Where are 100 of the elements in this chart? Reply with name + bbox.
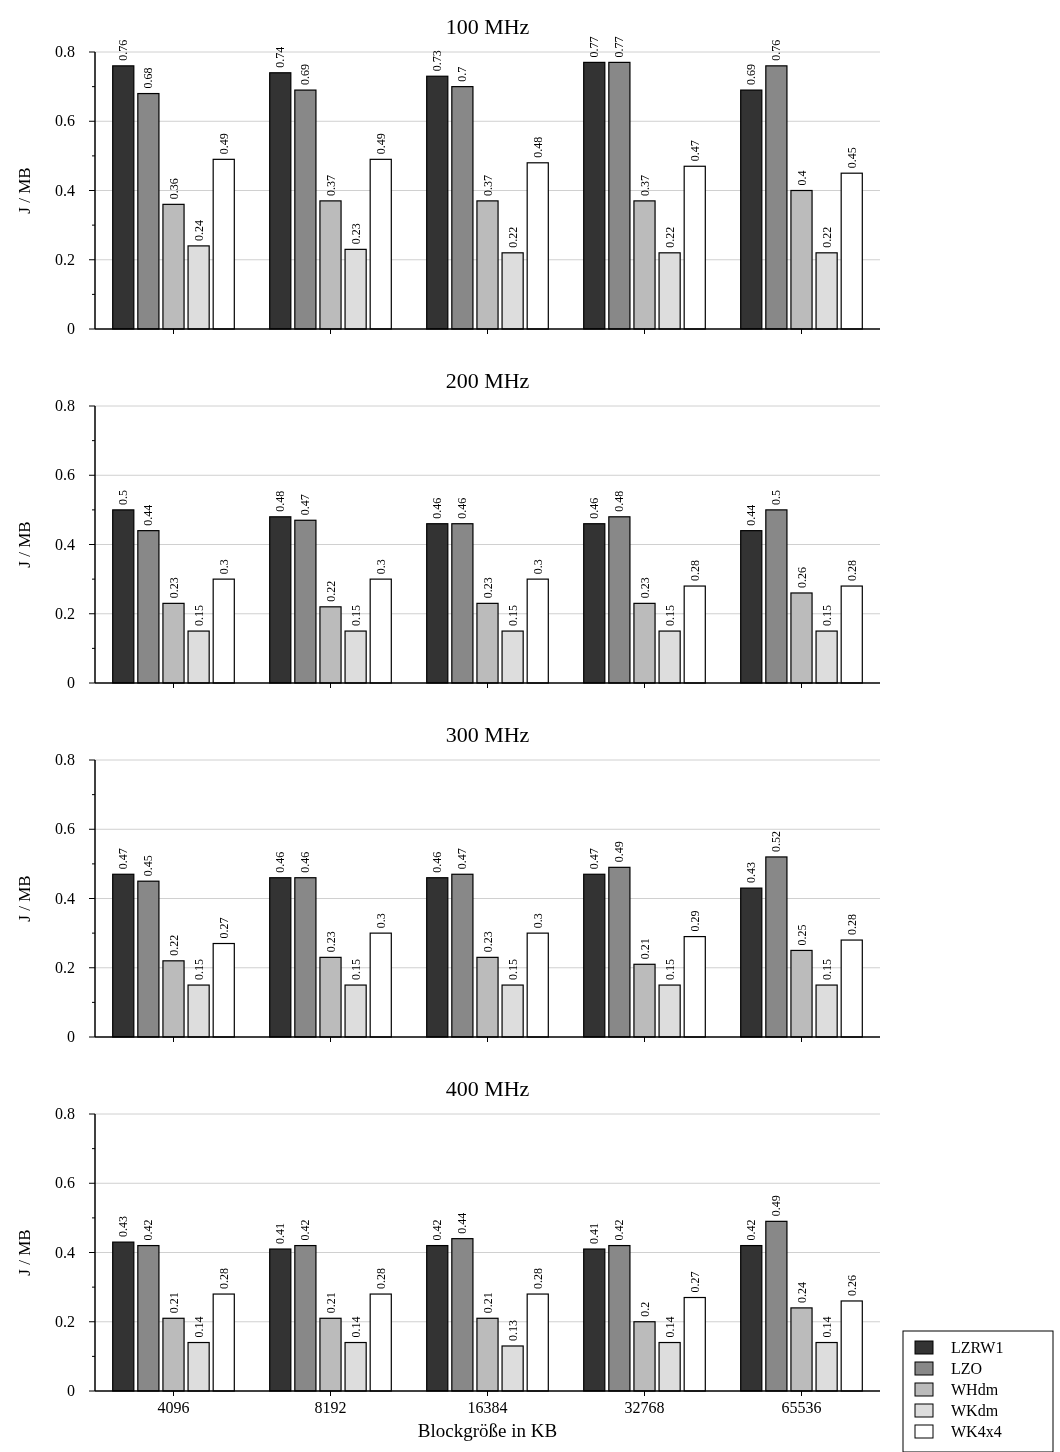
y-axis-title: J / MB bbox=[15, 521, 34, 568]
data-label: 0.24 bbox=[191, 219, 206, 241]
data-label: 0.14 bbox=[662, 1316, 677, 1338]
data-label: 0.23 bbox=[480, 931, 495, 953]
data-label: 0.44 bbox=[141, 504, 156, 526]
data-label: 0.46 bbox=[430, 851, 445, 873]
chart-title: 400 MHz bbox=[445, 1076, 530, 1101]
data-label: 0.77 bbox=[587, 36, 602, 58]
data-label: 0.37 bbox=[637, 174, 652, 196]
data-label: 0.5 bbox=[116, 489, 131, 505]
y-tick-label: 0.4 bbox=[55, 889, 75, 907]
data-label: 0.46 bbox=[298, 851, 313, 873]
data-label: 0.27 bbox=[216, 917, 231, 939]
data-label: 0.52 bbox=[769, 830, 784, 852]
data-label: 0.74 bbox=[273, 46, 288, 68]
data-label: 0.44 bbox=[455, 1212, 470, 1234]
data-label: 0.15 bbox=[348, 959, 363, 981]
data-label: 0.37 bbox=[323, 174, 338, 196]
data-label: 0.22 bbox=[505, 226, 520, 248]
data-label: 0.28 bbox=[844, 914, 859, 936]
y-tick-label: 0.4 bbox=[55, 1243, 75, 1261]
data-label: 0.7 bbox=[455, 66, 470, 82]
data-label: 0.49 bbox=[373, 133, 388, 155]
data-label: 0.42 bbox=[612, 1219, 627, 1241]
x-tick-label: 65536 bbox=[781, 1399, 822, 1416]
data-label: 0.15 bbox=[819, 959, 834, 981]
y-tick-label: 0.6 bbox=[55, 112, 75, 130]
data-label: 0.43 bbox=[116, 1216, 131, 1238]
data-label: 0.47 bbox=[455, 848, 470, 870]
data-label: 0.27 bbox=[687, 1271, 702, 1293]
data-label: 0.46 bbox=[587, 497, 602, 519]
data-label: 0.15 bbox=[191, 959, 206, 981]
data-label: 0.73 bbox=[430, 50, 445, 72]
data-label: 0.28 bbox=[844, 560, 859, 582]
data-label: 0.46 bbox=[455, 497, 470, 519]
chart-title: 100 MHz bbox=[445, 14, 530, 39]
data-label: 0.3 bbox=[373, 559, 388, 575]
data-label: 0.3 bbox=[373, 913, 388, 929]
data-label: 0.21 bbox=[480, 1292, 495, 1314]
data-label: 0.42 bbox=[141, 1219, 156, 1241]
data-label: 0.13 bbox=[505, 1319, 520, 1341]
data-label: 0.28 bbox=[687, 560, 702, 582]
data-label: 0.69 bbox=[744, 64, 759, 86]
data-label: 0.23 bbox=[480, 577, 495, 599]
data-label: 0.5 bbox=[769, 489, 784, 505]
data-label: 0.23 bbox=[637, 577, 652, 599]
data-label: 0.45 bbox=[844, 147, 859, 169]
y-tick-label: 0.6 bbox=[55, 466, 75, 484]
data-label: 0.22 bbox=[819, 226, 834, 248]
x-tick-label: 4096 bbox=[157, 1399, 190, 1416]
data-label: 0.3 bbox=[530, 913, 545, 929]
data-label: 0.37 bbox=[480, 174, 495, 196]
legend-label: LZRW1 bbox=[951, 1339, 1004, 1356]
x-tick-label: 32768 bbox=[624, 1399, 665, 1416]
data-label: 0.15 bbox=[662, 605, 677, 627]
x-tick-label: 16384 bbox=[467, 1399, 508, 1416]
data-label: 0.41 bbox=[273, 1223, 288, 1245]
data-label: 0.14 bbox=[819, 1316, 834, 1338]
data-label: 0.68 bbox=[141, 67, 156, 89]
y-tick-label: 0.6 bbox=[55, 820, 75, 838]
data-label: 0.28 bbox=[530, 1268, 545, 1290]
data-label: 0.41 bbox=[587, 1223, 602, 1245]
data-label: 0.46 bbox=[430, 497, 445, 519]
data-label: 0.15 bbox=[505, 605, 520, 627]
data-label: 0.2 bbox=[637, 1301, 652, 1317]
data-label: 0.36 bbox=[166, 178, 181, 200]
y-tick-label: 0.2 bbox=[55, 604, 75, 622]
x-tick-label: 8192 bbox=[314, 1399, 347, 1416]
data-label: 0.42 bbox=[744, 1219, 759, 1241]
data-label: 0.14 bbox=[348, 1316, 363, 1338]
data-label: 0.42 bbox=[430, 1219, 445, 1241]
y-axis-title: J / MB bbox=[15, 875, 34, 922]
y-tick-label: 0.8 bbox=[55, 1105, 75, 1122]
data-label: 0.49 bbox=[769, 1195, 784, 1217]
data-label: 0.77 bbox=[612, 36, 627, 58]
y-tick-label: 0.8 bbox=[55, 751, 75, 768]
data-label: 0.24 bbox=[794, 1281, 809, 1303]
data-label: 0.47 bbox=[587, 848, 602, 870]
data-label: 0.26 bbox=[794, 566, 809, 588]
legend-label: WKdm bbox=[951, 1402, 999, 1419]
y-tick-label: 0.8 bbox=[55, 43, 75, 60]
data-label: 0.15 bbox=[662, 959, 677, 981]
x-axis-title: Blockgröße in KB bbox=[417, 1420, 558, 1441]
data-label: 0.29 bbox=[687, 910, 702, 932]
legend-label: LZO bbox=[951, 1360, 983, 1377]
chart-title: 200 MHz bbox=[445, 368, 530, 393]
y-tick-label: 0.8 bbox=[55, 397, 75, 414]
legend-label: WK4x4 bbox=[951, 1423, 1002, 1440]
data-label: 0.47 bbox=[116, 848, 131, 870]
data-label: 0.22 bbox=[166, 934, 181, 956]
y-tick-label: 0.2 bbox=[55, 250, 75, 268]
data-label: 0.49 bbox=[216, 133, 231, 155]
y-tick-label: 0.4 bbox=[55, 535, 75, 553]
y-tick-label: 0 bbox=[67, 1028, 75, 1045]
y-tick-label: 0.6 bbox=[55, 1174, 75, 1192]
data-label: 0.76 bbox=[769, 39, 784, 61]
data-label: 0.22 bbox=[323, 580, 338, 602]
data-label: 0.28 bbox=[373, 1268, 388, 1290]
data-label: 0.15 bbox=[819, 605, 834, 627]
data-label: 0.46 bbox=[273, 851, 288, 873]
